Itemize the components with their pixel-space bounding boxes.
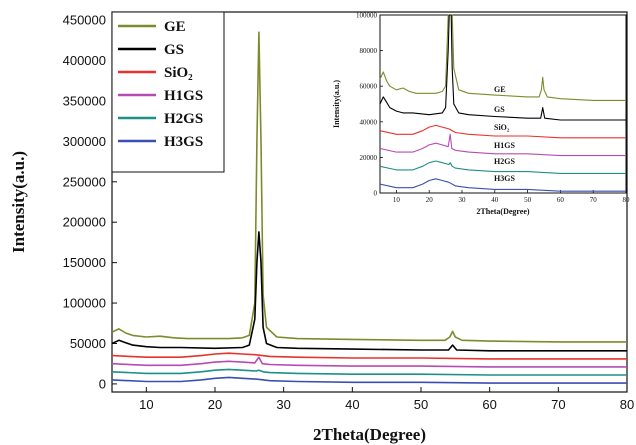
inset-y-tick-label: 0 bbox=[374, 190, 378, 198]
y-tick-label: 0 bbox=[99, 376, 106, 391]
y-tick-label: 350000 bbox=[63, 93, 106, 108]
series-line-2 bbox=[111, 352, 627, 360]
y-tick-label: 450000 bbox=[63, 13, 106, 28]
legend-label: GS bbox=[164, 42, 184, 58]
inset-plot: 10 20 30 40 50 60 70 80 0 20000 40000 60000 80000 100… bbox=[332, 12, 630, 217]
x-tick-label: 70 bbox=[551, 397, 565, 412]
y-tick-label: 200000 bbox=[63, 215, 106, 230]
y-tick-label: 100000 bbox=[63, 296, 106, 311]
x-tick-label: 20 bbox=[208, 397, 222, 412]
inset-y-axis-label: Intensity(a.u.) bbox=[332, 80, 341, 128]
legend-label: GE bbox=[164, 19, 186, 35]
inset-frame bbox=[379, 14, 627, 194]
inset-x-tick-label: 80 bbox=[623, 196, 631, 204]
inset-x-axis-label: 2Theta(Degree) bbox=[476, 207, 530, 216]
legend-label: H3GS bbox=[164, 134, 203, 150]
inset-series-line-3 bbox=[379, 133, 626, 157]
legend-label: H1GS bbox=[164, 88, 203, 104]
inset-series-line-4 bbox=[379, 160, 626, 174]
legend: GE GS SiO₂ H1GS H2GS H3GS bbox=[111, 11, 225, 173]
series-line-0 bbox=[111, 31, 627, 343]
x-tick-label: 80 bbox=[620, 397, 634, 412]
inset-series-label: GE bbox=[494, 85, 506, 94]
inset-series-line-2 bbox=[379, 124, 626, 139]
inset-x-tick-label: 10 bbox=[393, 196, 401, 204]
x-tick-label: 40 bbox=[345, 397, 359, 412]
inset-y-tick-label: 20000 bbox=[360, 154, 378, 162]
inset-y-tick-label: 40000 bbox=[360, 118, 378, 126]
y-tick-label: 250000 bbox=[63, 174, 106, 189]
y-tick-label: 300000 bbox=[63, 134, 106, 149]
x-tick-label: 60 bbox=[482, 397, 496, 412]
series-line-3 bbox=[111, 356, 627, 368]
inset-x-tick-label: 50 bbox=[524, 196, 532, 204]
inset-series-line-1 bbox=[379, 14, 626, 121]
main-plot: 10 20 30 40 50 60 70 80050000100000150000200000… bbox=[9, 11, 634, 444]
inset-series-label: H3GS bbox=[494, 174, 515, 183]
x-tick-label: 50 bbox=[414, 397, 428, 412]
legend-label: H2GS bbox=[164, 111, 203, 127]
series-line-1 bbox=[111, 231, 627, 352]
inset-series-label: GS bbox=[494, 105, 505, 114]
y-tick-label: 400000 bbox=[63, 53, 106, 68]
inset-series-label: H2GS bbox=[494, 157, 515, 166]
inset-x-tick-label: 30 bbox=[459, 196, 467, 204]
inset-series-label: H1GS bbox=[494, 141, 515, 150]
x-tick-label: 30 bbox=[276, 397, 290, 412]
legend-label: SiO₂ bbox=[164, 65, 193, 81]
x-tick-label: 10 bbox=[139, 397, 153, 412]
plot-frame bbox=[111, 11, 628, 393]
inset-series-label: SiO₂ bbox=[494, 123, 510, 132]
series-line-5 bbox=[111, 376, 627, 384]
y-tick-label: 50000 bbox=[70, 336, 106, 351]
inset-y-tick-label: 80000 bbox=[360, 47, 378, 55]
inset-x-tick-label: 70 bbox=[590, 196, 598, 204]
legend-box bbox=[111, 11, 225, 173]
series-line-4 bbox=[111, 368, 627, 376]
inset-y-tick-label: 60000 bbox=[360, 83, 378, 91]
y-tick-label: 150000 bbox=[63, 255, 106, 270]
inset-y-tick-label: 100000 bbox=[356, 12, 378, 20]
inset-series-line-5 bbox=[379, 178, 626, 192]
inset-x-tick-label: 40 bbox=[491, 196, 499, 204]
inset-x-tick-label: 20 bbox=[426, 196, 434, 204]
x-axis-label: 2Theta(Degree) bbox=[313, 425, 426, 444]
inset-x-tick-label: 60 bbox=[557, 196, 565, 204]
y-axis-label: Intensity(a.u.) bbox=[9, 151, 28, 253]
